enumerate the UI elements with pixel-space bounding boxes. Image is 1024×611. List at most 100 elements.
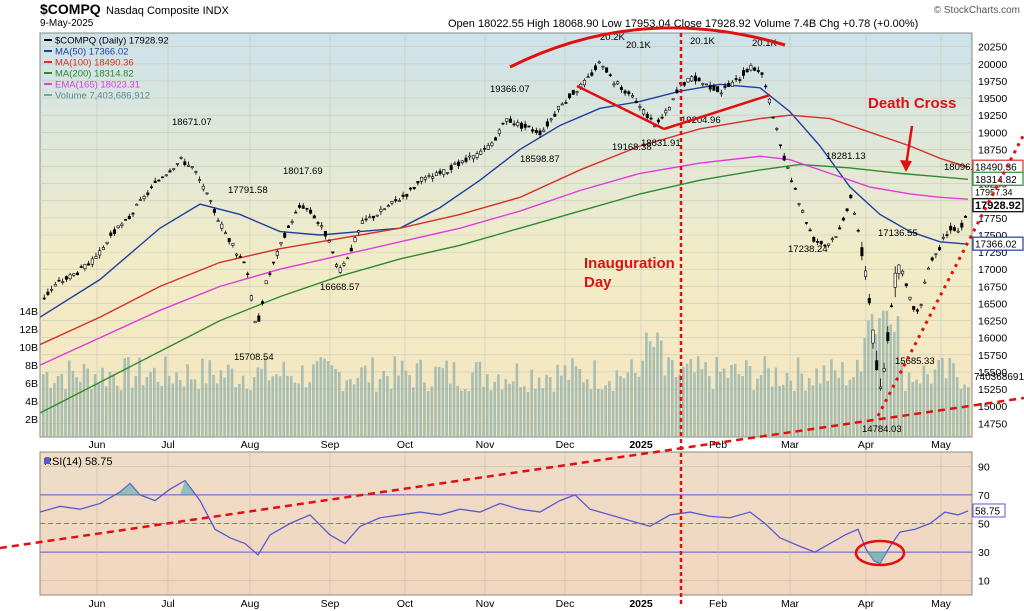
rsi-time-tick-label: 2025: [629, 598, 653, 610]
time-tick-label: Apr: [858, 439, 875, 451]
volume-bar: [204, 383, 208, 437]
candle-body: [531, 129, 535, 132]
volume-bar: [556, 364, 559, 437]
price-tick-label: 19750: [978, 76, 1007, 88]
candle-body: [201, 185, 205, 190]
candle-body: [582, 79, 586, 86]
candle-body: [501, 122, 505, 125]
volume-bar: [97, 383, 101, 437]
rsi-title: RSI(14) 58.75: [44, 456, 112, 468]
time-tick-label: Sep: [321, 439, 340, 451]
price-tick-label: 16000: [978, 333, 1007, 345]
volume-bar: [915, 379, 918, 437]
candle-body: [57, 279, 61, 282]
inauguration-label-line2: Day: [584, 274, 612, 291]
axis-badge-text: 17366.02: [975, 240, 1017, 251]
candle-body: [68, 274, 72, 279]
axis-badge-text: 17928.92: [975, 200, 1021, 212]
chart-symbol: $COMPQ: [40, 1, 101, 17]
volume-bar: [659, 340, 663, 437]
volume-bar: [578, 368, 582, 437]
candle-body: [342, 263, 346, 266]
volume-bar: [382, 370, 385, 437]
candle-body: [649, 117, 653, 120]
volume-bar: [589, 389, 593, 437]
volume-bar: [715, 356, 718, 437]
rsi-tick-label: 70: [978, 490, 990, 502]
candle-body: [87, 263, 91, 266]
candle-body: [575, 91, 579, 93]
candle-body: [408, 187, 412, 190]
candle-body: [775, 128, 779, 130]
volume-bar: [534, 388, 537, 437]
candle-body: [660, 116, 664, 119]
candle-body: [593, 65, 597, 70]
candle-body: [886, 332, 890, 342]
volume-bar: [334, 368, 337, 437]
price-point-label: 18017.69: [283, 166, 323, 177]
candle-body: [294, 211, 298, 214]
price-tick-label: 17750: [978, 213, 1007, 225]
candle-body: [153, 180, 157, 183]
volume-bar: [426, 391, 430, 437]
candle-body: [486, 145, 490, 150]
candle-body: [938, 247, 942, 251]
candle-body: [882, 368, 886, 372]
candle-body: [135, 203, 139, 206]
price-point-label: 19204.96: [681, 115, 721, 126]
volume-tick-label: 14B: [19, 306, 38, 318]
volume-bar: [345, 380, 348, 437]
price-point-label: 15685.33: [895, 356, 935, 367]
volume-bar: [837, 377, 841, 437]
volume-bar: [807, 377, 811, 437]
volume-bar: [264, 357, 267, 437]
candle-body: [497, 129, 501, 134]
volume-bar: [733, 363, 737, 437]
volume-bar: [763, 356, 767, 437]
candle-body: [249, 295, 253, 301]
price-point-label: 19366.07: [490, 84, 530, 95]
volume-bar: [404, 370, 408, 437]
volume-bar: [867, 320, 870, 437]
candle-body: [697, 77, 701, 82]
candle-body: [808, 229, 812, 232]
volume-bar: [367, 382, 371, 437]
volume-bar: [552, 391, 556, 437]
volume-bar: [789, 380, 792, 437]
rsi-time-tick-label: Jun: [89, 598, 106, 610]
candle-body: [790, 180, 794, 183]
candle-body: [556, 106, 560, 110]
candle-body: [949, 225, 953, 231]
candle-body: [730, 81, 734, 87]
candle-body: [908, 296, 912, 300]
volume-bar: [441, 368, 445, 437]
volume-bar: [704, 362, 707, 437]
candle-body: [568, 93, 572, 99]
chart-index-name: Nasdaq Composite INDX: [106, 5, 230, 17]
volume-bar: [486, 374, 489, 437]
volume-bar: [389, 388, 393, 437]
volume-bar: [959, 388, 963, 437]
volume-bar: [116, 385, 119, 437]
volume-bar: [856, 359, 859, 437]
candle-body: [516, 122, 520, 126]
volume-bar: [671, 360, 674, 437]
candle-body: [534, 129, 538, 133]
volume-bar: [574, 366, 578, 437]
volume-bar: [326, 361, 330, 437]
volume-bar: [397, 375, 400, 437]
candle-body: [286, 225, 290, 228]
candle-body: [601, 65, 605, 68]
volume-bar: [289, 376, 293, 437]
price-point-label: 15708.54: [234, 352, 274, 363]
volume-bar: [223, 377, 226, 437]
volume-bar: [756, 378, 759, 437]
volume-bar: [630, 359, 633, 437]
candle-body: [745, 68, 749, 73]
rsi-oversold-fill: [866, 552, 888, 564]
volume-bar: [907, 372, 911, 437]
volume-bar: [245, 388, 249, 437]
volume-bar: [626, 372, 630, 437]
volume-bar: [778, 385, 781, 437]
candle-body: [264, 280, 268, 285]
